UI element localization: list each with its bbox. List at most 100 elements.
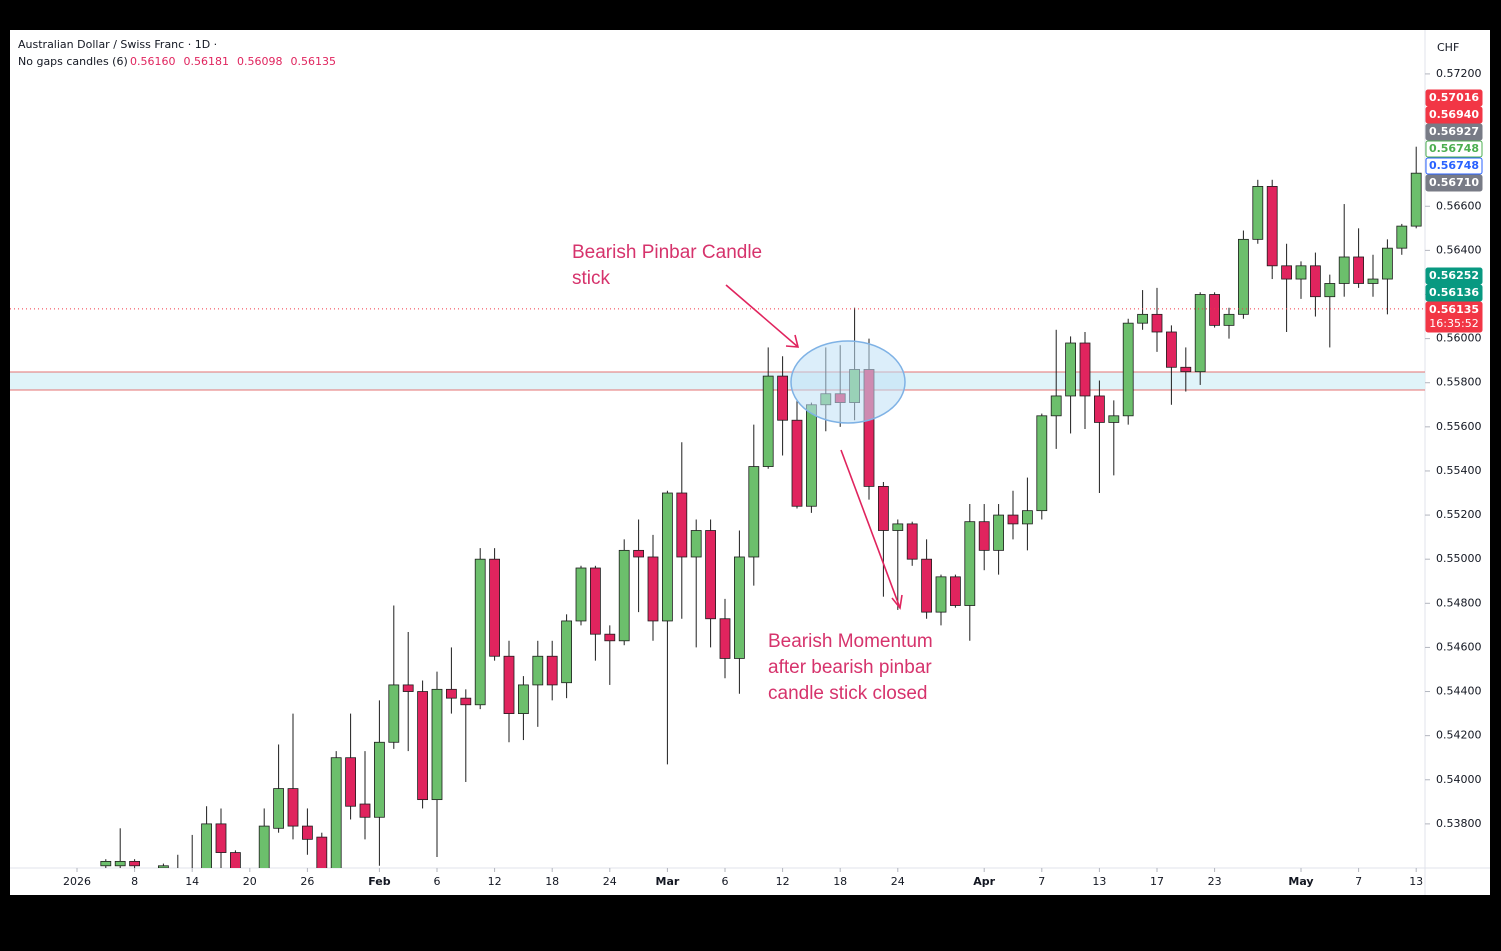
arrows xyxy=(725,284,903,610)
candle-body xyxy=(719,618,731,659)
candle-body xyxy=(1166,331,1177,368)
indicator-value: 0.56160 xyxy=(130,55,176,68)
candle-body xyxy=(316,836,328,868)
indicator-value: 0.56098 xyxy=(237,55,283,68)
candle-body xyxy=(417,691,429,801)
candle-body xyxy=(633,549,644,558)
candle-body xyxy=(1382,247,1393,280)
candle-body xyxy=(561,620,572,684)
currency: CHF xyxy=(1437,41,1459,54)
arrow-head xyxy=(891,594,903,610)
x-tick-label: 13 xyxy=(1409,875,1423,888)
price-badge-label: 0.56136 xyxy=(1429,286,1479,299)
x-tick-label: 18 xyxy=(833,875,847,888)
y-tick-label: 0.55400 xyxy=(1436,464,1482,477)
chart-title: Australian Dollar / Swiss Franc · 1D · xyxy=(18,38,217,51)
candle-body xyxy=(114,860,126,867)
candle-body xyxy=(388,684,400,743)
zone xyxy=(10,372,1425,390)
candle-body xyxy=(1310,265,1321,298)
price-badge xyxy=(1425,157,1483,175)
candle-body xyxy=(1022,510,1033,525)
candle-body xyxy=(287,788,299,827)
candle-body xyxy=(950,576,961,606)
y-tick-label: 0.54600 xyxy=(1436,640,1482,653)
x-tick-label: 12 xyxy=(488,875,502,888)
y-tick-label: 0.56600 xyxy=(1436,199,1482,212)
candle-body xyxy=(935,576,947,613)
candle-body xyxy=(1324,283,1336,298)
arrow xyxy=(725,284,799,348)
y-tick-label: 0.55800 xyxy=(1436,376,1482,389)
x-tick-label: May xyxy=(1288,875,1313,888)
x-tick-label: 14 xyxy=(185,875,199,888)
y-tick-label: 0.56000 xyxy=(1436,332,1482,345)
annotation: Bearish Pinbar Candle xyxy=(572,242,762,263)
x-tick-label: 6 xyxy=(434,875,441,888)
candle-body xyxy=(1094,395,1105,423)
candle-body xyxy=(1151,313,1163,333)
y-tick-label: 0.55200 xyxy=(1436,508,1482,521)
candle-body xyxy=(503,655,515,714)
price-badge-label: 0.56748 xyxy=(1429,159,1479,172)
candle-body xyxy=(806,404,817,507)
indicator-name: No gaps candles (6) xyxy=(18,55,128,68)
candle-body xyxy=(878,485,889,531)
x-tick-label: 20 xyxy=(243,875,257,888)
candle-body xyxy=(618,549,630,642)
x-tick-label: Mar xyxy=(656,875,680,888)
candle-body xyxy=(431,688,443,801)
x-tick-label: 13 xyxy=(1092,875,1106,888)
candle-body xyxy=(1281,265,1292,280)
x-tick-label: 8 xyxy=(131,875,138,888)
annotation: stick xyxy=(572,268,611,289)
candle-body xyxy=(676,492,688,558)
y-tick-label: 0.57200 xyxy=(1436,67,1482,80)
indicator-value: 0.56181 xyxy=(184,55,230,68)
price-badge-label: 0.57016 xyxy=(1429,91,1479,104)
price-badge xyxy=(1425,284,1483,302)
x-tick-label: 6 xyxy=(722,875,729,888)
x-tick-label: 23 xyxy=(1208,875,1222,888)
y-tick-label: 0.55600 xyxy=(1436,420,1482,433)
candle-body xyxy=(330,757,342,868)
candle-body xyxy=(1295,265,1307,280)
candle-body xyxy=(1338,256,1350,284)
y-tick-label: 0.54800 xyxy=(1436,596,1482,609)
candle-body xyxy=(662,492,673,622)
x-tick-label: 7 xyxy=(1355,875,1362,888)
candle-body xyxy=(993,514,1004,551)
price-badge xyxy=(1425,267,1483,285)
x-tick-label: 26 xyxy=(300,875,314,888)
y-tick-label: 0.54000 xyxy=(1436,773,1482,786)
candle-body xyxy=(1238,238,1249,315)
candle-body xyxy=(906,523,918,560)
candle-body xyxy=(215,823,227,853)
price-badge-label: 0.56940 xyxy=(1429,108,1479,121)
candle-body xyxy=(100,860,112,867)
candle-body xyxy=(1122,322,1134,417)
candle-body xyxy=(1353,256,1364,284)
price-badge xyxy=(1425,89,1483,107)
candle-body xyxy=(604,633,616,642)
candle-body xyxy=(748,466,760,558)
candle-body xyxy=(690,530,702,558)
candle-body xyxy=(1266,186,1278,267)
arrow xyxy=(840,449,901,609)
indicator-value: 0.56135 xyxy=(291,55,337,68)
y-tick-label: 0.54200 xyxy=(1436,729,1482,742)
price-badge-label: 0.56135 xyxy=(1429,303,1479,316)
candle-body xyxy=(532,655,544,686)
candle-body xyxy=(762,375,774,467)
candle-body xyxy=(1065,342,1076,397)
candle-body xyxy=(402,684,414,692)
price-badge-time: 16:35:52 xyxy=(1429,317,1478,330)
candle-body xyxy=(445,688,457,699)
x-tick-label: 2026 xyxy=(63,875,91,888)
candle-body xyxy=(1036,415,1048,512)
price-badge xyxy=(1425,140,1483,158)
candle-body xyxy=(647,556,659,622)
price-badge-label: 0.56252 xyxy=(1429,269,1479,282)
